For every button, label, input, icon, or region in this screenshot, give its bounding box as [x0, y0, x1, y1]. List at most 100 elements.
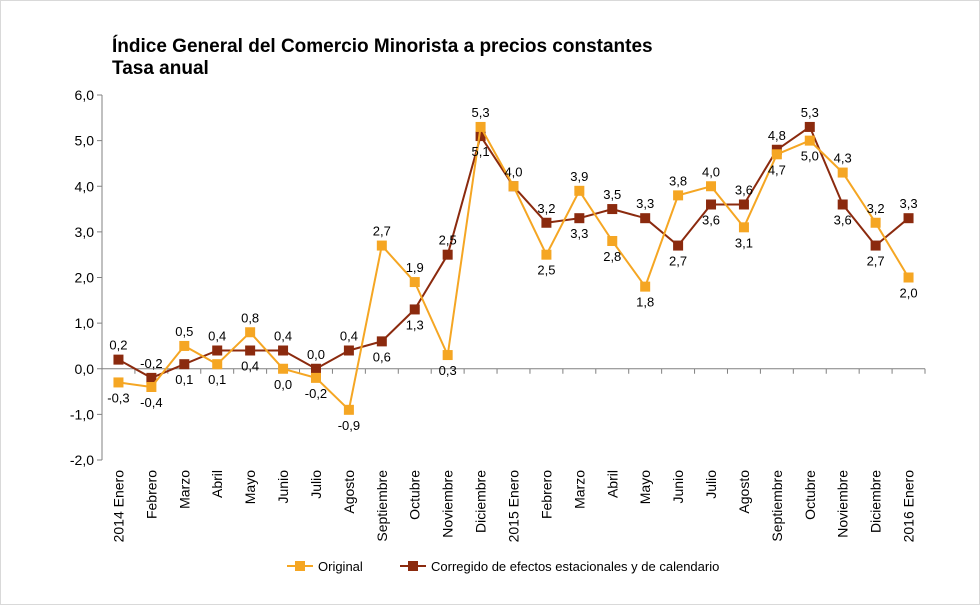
data-label-corregido: 2,7	[669, 254, 687, 269]
data-label-original: 4,0	[504, 164, 522, 179]
y-tick-label: 1,0	[75, 315, 95, 331]
data-labels: -0,3 -0,4 0,5 0,1 0,8 0,0 -0,2 -0,9 2,7 1,9 0,3 5,3…	[107, 105, 917, 433]
data-point-corregido	[837, 199, 848, 210]
data-point-original	[706, 181, 717, 192]
data-label-corregido: -0,2	[140, 356, 162, 371]
data-label-original: 3,8	[669, 173, 687, 188]
data-point-original	[574, 185, 585, 196]
data-point-original	[508, 181, 519, 192]
data-label-original: 5,0	[801, 149, 819, 164]
data-label-corregido: 1,3	[406, 317, 424, 332]
data-label-corregido: 0,6	[373, 349, 391, 364]
data-point-original	[607, 236, 618, 246]
data-label-corregido: 5,1	[472, 144, 490, 159]
legend-label: Corregido de efectos estacionales y de c…	[431, 559, 719, 574]
data-point-corregido	[409, 304, 420, 315]
legend-label: Original	[318, 559, 363, 574]
data-point-original	[903, 272, 914, 283]
chart-title-block: Índice General del Comercio Minorista a …	[112, 36, 653, 80]
x-tick-label: 2016 Enero	[901, 470, 917, 543]
data-point-original	[278, 363, 289, 374]
data-point-corregido	[343, 345, 354, 356]
data-point-corregido	[574, 213, 585, 224]
data-label-original: 0,3	[439, 363, 457, 378]
data-point-corregido	[376, 336, 387, 347]
x-tick-label: Noviembre	[835, 470, 851, 538]
x-axis: 2014 Enero Febrero Marzo Abril Mayo Junio Juli…	[101, 368, 926, 543]
data-label-original: 0,8	[241, 310, 259, 325]
x-tick-label: Septiembre	[769, 470, 785, 542]
data-point-original	[113, 377, 124, 388]
data-point-original	[245, 327, 256, 338]
x-tick-label: Mayo	[242, 470, 258, 504]
data-point-original	[475, 121, 486, 132]
data-point-original	[804, 135, 815, 146]
data-point-original	[442, 350, 453, 361]
data-point-corregido	[245, 345, 256, 356]
x-tick-label: 2015 Enero	[506, 470, 522, 543]
data-label-original: 0,5	[175, 324, 193, 339]
data-label-original: 1,8	[636, 295, 654, 310]
data-label-original: 4,7	[768, 162, 786, 177]
data-point-original	[640, 281, 651, 292]
data-point-corregido	[706, 199, 717, 210]
data-point-corregido	[541, 217, 552, 228]
y-tick-label: 0,0	[75, 361, 95, 377]
x-tick-label: Marzo	[571, 470, 587, 509]
data-label-corregido: 3,3	[636, 196, 654, 211]
x-tick-label: Abril	[209, 470, 225, 498]
data-label-corregido: 3,5	[603, 187, 621, 202]
x-tick-label: Agosto	[341, 470, 357, 514]
data-point-corregido	[870, 240, 881, 251]
data-point-original	[673, 190, 684, 201]
data-label-corregido: 0,4	[241, 359, 259, 374]
data-label-original: 2,7	[373, 224, 391, 239]
data-label-original: 1,9	[406, 260, 424, 275]
x-tick-label: Junio	[670, 470, 686, 504]
x-tick-label: Septiembre	[374, 470, 390, 542]
x-tick-label: Febrero	[538, 470, 554, 519]
data-label-corregido: 2,7	[867, 254, 885, 269]
legend-marker	[408, 561, 418, 571]
y-axis: 6,0 5,0 4,0 3,0 2,0 1,0 0,0 -1,0 -2,0	[70, 87, 103, 468]
y-tick-label: -1,0	[70, 406, 94, 422]
x-tick-label: Julio	[308, 470, 324, 499]
data-label-original: 2,5	[537, 263, 555, 278]
data-point-original	[146, 382, 157, 392]
data-label-corregido: 0,2	[109, 338, 127, 353]
y-tick-label: 6,0	[75, 87, 95, 103]
data-label-corregido: 4,8	[768, 128, 786, 143]
data-label-corregido: 0,4	[208, 329, 226, 344]
data-point-corregido	[212, 345, 223, 356]
data-label-corregido: 3,6	[834, 213, 852, 228]
data-point-original	[343, 404, 354, 415]
data-label-corregido: 3,6	[735, 183, 753, 198]
data-label-original: 3,9	[570, 169, 588, 184]
x-tick-label: Abril	[604, 470, 620, 498]
x-tick-label: 2014 Enero	[110, 470, 126, 543]
data-label-corregido: 0,4	[340, 329, 358, 344]
data-point-corregido	[442, 249, 453, 260]
data-label-original: 3,1	[735, 235, 753, 250]
data-point-corregido	[278, 345, 289, 356]
data-point-original	[179, 340, 190, 351]
data-label-corregido: 3,6	[702, 213, 720, 228]
data-point-corregido	[310, 363, 321, 374]
data-label-original: -0,9	[338, 418, 360, 433]
x-tick-label: Mayo	[637, 470, 653, 504]
y-tick-label: 3,0	[75, 224, 95, 240]
data-point-original	[771, 149, 782, 160]
data-point-corregido	[804, 121, 815, 132]
x-tick-label: Junio	[275, 470, 291, 504]
data-point-original	[837, 167, 848, 178]
x-tick-label: Febrero	[143, 470, 159, 519]
data-label-corregido: 3,2	[537, 201, 555, 216]
data-point-corregido	[640, 213, 651, 224]
x-tick-label: Octubre	[802, 470, 818, 520]
data-point-corregido	[113, 354, 124, 365]
y-tick-label: 2,0	[75, 270, 95, 286]
legend: Original Corregido de efectos estacionale…	[287, 559, 719, 574]
data-point-corregido	[738, 199, 749, 210]
chart-subtitle: Tasa anual	[112, 58, 209, 79]
